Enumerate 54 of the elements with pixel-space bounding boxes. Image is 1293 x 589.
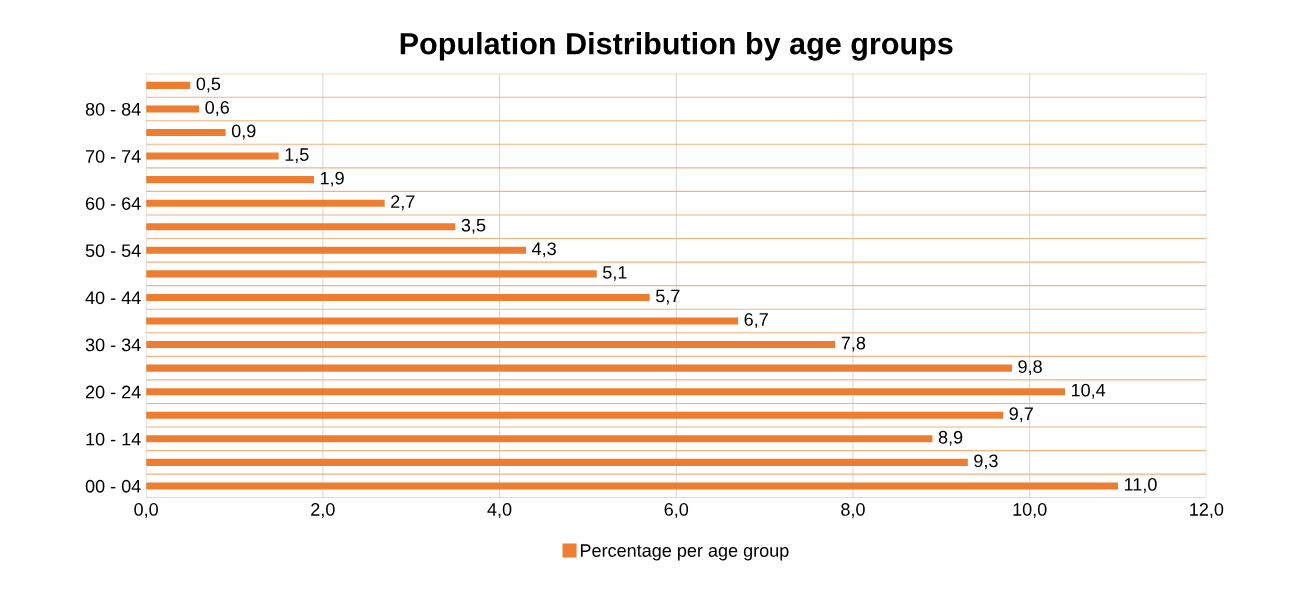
data-label: 0,9 (231, 124, 256, 140)
x-tick-label: 4,0 (487, 503, 512, 518)
bar (146, 435, 933, 443)
bar (146, 341, 836, 349)
y-tick-label: 80 - 84 (85, 102, 141, 116)
y-tick-label: 00 - 04 (85, 479, 141, 493)
y-tick-label: 40 - 44 (85, 291, 141, 305)
data-label: 2,7 (391, 195, 415, 211)
data-label: 1,9 (320, 171, 344, 187)
data-label: 7,8 (841, 336, 866, 352)
data-label: 0,6 (205, 101, 229, 116)
bar (146, 152, 279, 160)
bar (146, 199, 385, 207)
chart-title: Population Distribution by age groups (400, 32, 953, 61)
bar (146, 388, 1065, 396)
bar (146, 270, 597, 278)
bar (146, 364, 1012, 372)
x-tick-label: 12,0 (1190, 503, 1224, 518)
data-label: 9,8 (1018, 360, 1042, 376)
x-tick-label: 2,0 (311, 503, 335, 518)
y-tick-label: 30 - 34 (85, 338, 141, 352)
legend-label: Percentage per age group (580, 544, 789, 561)
data-label: 5,1 (603, 266, 627, 281)
data-label: 0,5 (196, 77, 221, 93)
x-tick-label: 8,0 (841, 503, 865, 518)
y-tick-label: 60 - 64 (85, 197, 141, 210)
bar (146, 482, 1119, 490)
data-label: 1,5 (285, 148, 309, 164)
data-label: 3,5 (461, 218, 486, 234)
data-label: 9,3 (974, 454, 998, 470)
bar (146, 411, 1004, 419)
x-tick-label: 6,0 (664, 503, 689, 518)
x-tick-label: 0,0 (134, 503, 158, 518)
bar (146, 223, 456, 231)
data-label: 6,7 (744, 313, 768, 328)
bar (146, 176, 314, 184)
y-tick-label: 20 - 24 (85, 385, 141, 399)
data-label: 4,3 (532, 242, 556, 258)
bar (146, 293, 650, 301)
data-label: 11,0 (1124, 477, 1157, 493)
bar (146, 458, 968, 466)
bar (146, 81, 191, 89)
x-tick-label: 10,0 (1013, 503, 1047, 518)
y-tick-label: 50 - 54 (85, 244, 141, 258)
data-label: 10,4 (1071, 383, 1106, 399)
data-label: 8,9 (938, 430, 963, 446)
data-label: 9,7 (1009, 407, 1033, 423)
bar (146, 246, 527, 254)
data-label: 5,7 (656, 289, 680, 305)
y-tick-label: 70 - 74 (85, 150, 141, 163)
bar (146, 317, 739, 325)
bar (146, 105, 200, 113)
bar (146, 128, 226, 137)
y-tick-label: 10 - 14 (86, 432, 141, 446)
